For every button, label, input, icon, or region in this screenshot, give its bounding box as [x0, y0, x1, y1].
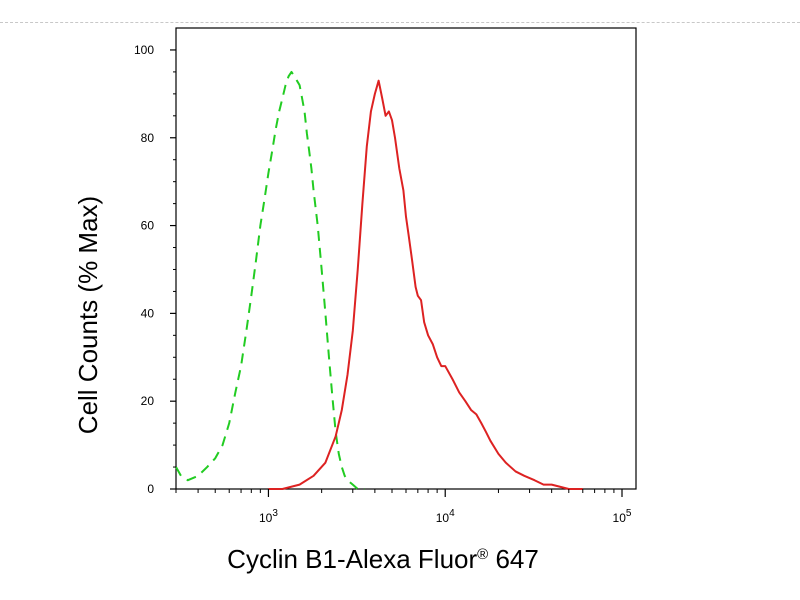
top-border	[0, 22, 800, 23]
x-tick-label: 105	[613, 508, 632, 525]
x-axis-title-suffix: 647	[488, 544, 539, 574]
series-line-sample-solid	[268, 79, 583, 490]
x-tick-label: 104	[436, 508, 455, 525]
y-tick-label: 100	[134, 43, 154, 57]
y-tick-label: 80	[141, 131, 155, 145]
plot-frame	[175, 27, 637, 490]
y-tick-label: 20	[141, 394, 155, 408]
x-axis-title-superscript: ®	[477, 546, 488, 563]
y-tick-label: 0	[147, 482, 154, 496]
series-line-control-dashed	[175, 70, 365, 490]
y-tick-label: 40	[141, 306, 155, 320]
y-tick-label: 60	[141, 219, 155, 233]
x-tick-label: 103	[259, 508, 278, 525]
x-axis-title-main: Cyclin B1-Alexa Fluor	[227, 544, 477, 574]
y-axis-title: Cell Counts (% Max)	[73, 196, 103, 434]
x-axis-title: Cyclin B1-Alexa Fluor® 647	[227, 544, 539, 574]
